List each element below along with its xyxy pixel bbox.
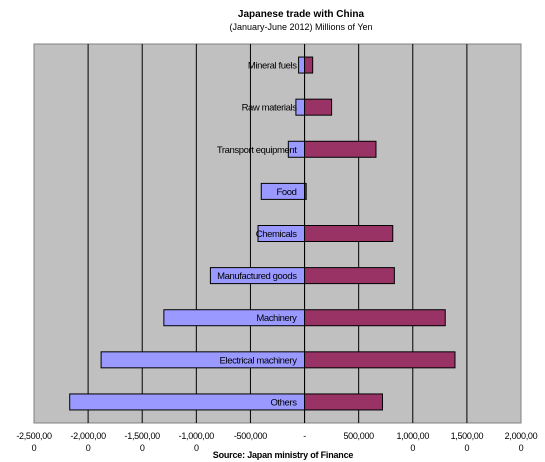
x-tick-label: 0 bbox=[465, 443, 470, 453]
bar-positive bbox=[304, 182, 307, 200]
category-labels: Mineral fuels Raw materials Transport equi… bbox=[217, 61, 298, 409]
bar-negative bbox=[69, 393, 306, 411]
bar-positive bbox=[304, 140, 377, 158]
x-tick-label: 0 bbox=[519, 443, 524, 453]
bar-negative bbox=[295, 98, 306, 116]
x-tick-label: 0 bbox=[86, 443, 91, 453]
bars bbox=[69, 56, 456, 411]
x-tick-label: 500,000 bbox=[343, 431, 374, 441]
tick-labels: -2,500,000-2,000,000-1,500,000-1,000,000… bbox=[16, 431, 538, 453]
category-label: Electrical machinery bbox=[220, 355, 298, 366]
x-tick-label: -1,000,00 bbox=[179, 431, 215, 441]
x-tick-label: 0 bbox=[32, 443, 37, 453]
category-label: Manufactured goods bbox=[217, 271, 297, 282]
x-tick-label: 1,000,00 bbox=[396, 431, 429, 441]
category-label: Others bbox=[270, 397, 297, 408]
chart-source: Source: Japan ministry of Finance bbox=[213, 450, 354, 460]
x-tick-label: -2,000,00 bbox=[70, 431, 106, 441]
category-label: Food bbox=[276, 187, 296, 198]
category-label: Mineral fuels bbox=[248, 61, 297, 72]
x-tick-label: 0 bbox=[140, 443, 145, 453]
category-label: Machinery bbox=[256, 313, 297, 324]
x-tick-label: - bbox=[303, 431, 306, 441]
x-tick-label: -500,000 bbox=[234, 431, 267, 441]
bar-positive bbox=[304, 267, 395, 285]
x-tick-label: 0 bbox=[194, 443, 199, 453]
x-tick-label: 1,500,00 bbox=[451, 431, 484, 441]
chart-title: Japanese trade with China bbox=[238, 9, 365, 20]
bar-positive bbox=[304, 309, 446, 327]
bar-positive bbox=[304, 393, 383, 411]
x-tick-label: -2,500,00 bbox=[16, 431, 52, 441]
bar-positive bbox=[304, 351, 456, 369]
bar-negative bbox=[298, 56, 306, 74]
category-label: Transport equipment bbox=[217, 145, 297, 156]
category-label: Chemicals bbox=[256, 229, 297, 240]
bar-positive bbox=[304, 56, 314, 74]
chart-subtitle: (January-June 2012) Millions of Yen bbox=[229, 22, 372, 32]
bar-positive bbox=[304, 98, 333, 116]
category-label: Raw materials bbox=[242, 103, 298, 114]
x-tick-label: 2,000,00 bbox=[505, 431, 538, 441]
x-tick-label: -1,500,00 bbox=[125, 431, 161, 441]
bar-positive bbox=[304, 225, 394, 242]
x-tick-label: 0 bbox=[410, 443, 415, 453]
